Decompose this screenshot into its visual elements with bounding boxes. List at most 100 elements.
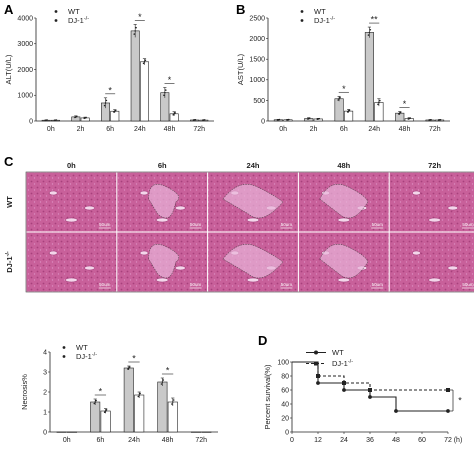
survival-significance-label: * <box>458 396 462 406</box>
alt-x-tick-label: 24h <box>134 126 146 133</box>
survival-legend-label: DJ-1-/- <box>332 359 353 368</box>
ast-data-point <box>377 103 379 106</box>
survival-point-dj1 <box>316 374 320 378</box>
necrosis-bar-dj1 <box>134 394 145 433</box>
alt-data-point <box>174 111 176 114</box>
micrograph-vessel <box>84 205 95 211</box>
survival-x-tick-label: 60 <box>418 437 426 444</box>
survival-x-unit: (h) <box>454 437 463 444</box>
survival-curve-chart: 0 20 40 60 80 100 0 12 24 36 48 60 72 (h) Percent surv… <box>263 348 462 444</box>
necrosis-data-point <box>104 410 107 412</box>
ast-data-point <box>369 28 372 31</box>
ast-y-tick-label: 500 <box>253 98 265 105</box>
micrograph-scale-label: 50um <box>462 222 474 227</box>
ast-data-point <box>430 118 432 121</box>
necrosis-y-tick-label: 4 <box>43 349 47 356</box>
ast-data-point <box>288 118 290 121</box>
alt-bar-dj1 <box>140 61 149 122</box>
necrosis-data-point <box>94 401 96 403</box>
alt-bar-chart: 0 1000 2000 3000 4000 ALT(U/L) 0h 2h 6h 24h 48h 72h… <box>4 7 214 133</box>
ast-data-point <box>379 99 381 102</box>
alt-data-point <box>194 118 197 121</box>
micrograph-vessel <box>412 250 421 256</box>
micrograph-necrosis-region <box>148 244 180 279</box>
micrograph-scale-label: 50um <box>190 222 202 227</box>
ast-data-point <box>378 101 380 104</box>
necrosis-bar-dj1 <box>100 410 111 433</box>
alt-y-tick-label: 3000 <box>17 41 33 48</box>
necrosis-y-tick-label: 2 <box>43 389 47 396</box>
panel-letter-c: C <box>4 154 14 169</box>
ast-data-point <box>337 99 339 101</box>
ast-legend-marker <box>300 10 304 13</box>
necrosis-data-point <box>172 401 174 403</box>
alt-legend-label: WT <box>68 7 80 16</box>
necrosis-significance-label: * <box>166 366 170 376</box>
micrograph-scale-label: 50um <box>372 282 384 287</box>
alt-data-point <box>173 112 175 115</box>
ast-data-point <box>318 117 320 120</box>
ast-legend-label: WT <box>314 7 326 16</box>
survival-y-tick-label: 20 <box>281 415 289 422</box>
ast-x-tick-label: 72h <box>429 126 441 133</box>
ast-data-point <box>368 31 371 34</box>
ast-x-tick-label: 48h <box>399 126 411 133</box>
ast-y-tick-label: 2000 <box>249 36 265 43</box>
necrosis-bar-wt <box>123 367 134 433</box>
micrograph-vessel <box>155 217 169 223</box>
alt-legend-marker <box>54 19 58 22</box>
alt-data-point <box>105 99 108 102</box>
alt-data-point <box>85 116 87 119</box>
alt-data-point <box>135 26 137 29</box>
alt-data-point <box>133 33 136 35</box>
ast-y-tick-label: 0 <box>261 118 265 125</box>
necrosis-y-axis-label: Necrosis% <box>20 374 29 410</box>
ast-data-point <box>439 118 442 121</box>
alt-x-tick-label: 0h <box>47 126 55 133</box>
ast-significance-label: * <box>403 99 407 109</box>
ast-x-tick-label: 6h <box>340 126 348 133</box>
micrograph-column-label: 0h <box>67 161 76 170</box>
micrograph-row-label: DJ-1-/- <box>5 251 14 273</box>
alt-y-tick-label: 0 <box>29 118 33 125</box>
alt-data-point <box>55 119 58 121</box>
necrosis-x-tick-label: 48h <box>162 437 174 444</box>
survival-point-wt <box>446 409 450 413</box>
ast-data-point <box>278 118 281 121</box>
necrosis-x-tick-label: 24h <box>128 437 140 444</box>
alt-data-point <box>172 114 175 116</box>
micrograph-vessel <box>175 205 186 211</box>
alt-y-tick-label: 1000 <box>17 93 33 100</box>
micrograph-vessel <box>447 265 459 271</box>
alt-legend-marker <box>54 10 58 13</box>
necrosis-data-point <box>160 383 163 385</box>
ast-legend-label: DJ-1-/- <box>314 16 335 25</box>
alt-data-point <box>104 102 107 104</box>
ast-x-tick-label: 0h <box>279 126 287 133</box>
alt-data-point <box>75 115 78 118</box>
survival-y-tick-label: 80 <box>281 373 289 380</box>
alt-data-point <box>143 60 146 63</box>
alt-x-tick-label: 6h <box>106 126 114 133</box>
necrosis-bar-dj1 <box>167 401 178 433</box>
micrograph-vessel <box>65 217 78 223</box>
micrograph-vessel <box>139 190 149 196</box>
ast-bar-wt <box>364 32 374 122</box>
panel-letter-d: D <box>258 333 267 348</box>
ast-y-tick-label: 1500 <box>249 57 265 64</box>
survival-point-wt <box>368 395 372 399</box>
ast-significance-label: ** <box>371 15 379 25</box>
ast-x-tick-label: 2h <box>310 126 318 133</box>
ast-y-tick-label: 1000 <box>249 77 265 84</box>
micrograph-necrosis-region <box>319 184 369 219</box>
ast-data-point <box>338 97 340 100</box>
micrograph-vessel <box>48 190 58 196</box>
alt-x-tick-label: 72h <box>193 126 205 133</box>
necrosis-x-tick-label: 72h <box>195 437 207 444</box>
necrosis-y-tick-label: 3 <box>43 369 47 376</box>
micrograph-tile <box>389 172 474 232</box>
necrosis-data-point <box>128 366 131 368</box>
ast-data-point <box>367 34 370 36</box>
